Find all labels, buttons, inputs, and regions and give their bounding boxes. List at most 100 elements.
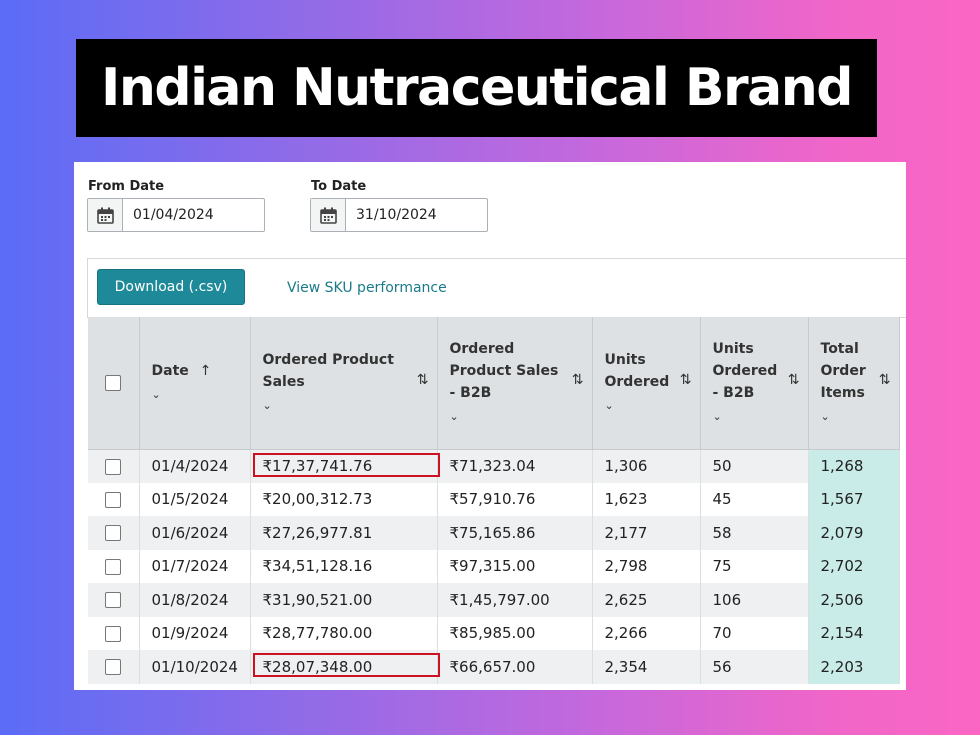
cell-units: 2,798	[592, 549, 701, 583]
report-panel: From Date To Date Download (.csv) View S…	[74, 162, 906, 690]
header-date[interactable]: Date ↑ ⌄	[139, 317, 251, 450]
table-row: 01/4/2024 ₹17,37,741.76 ₹71,323.04 1,306…	[88, 449, 900, 483]
chevron-down-icon[interactable]: ⌄	[151, 387, 161, 401]
select-all-cell	[88, 317, 140, 450]
row-checkbox[interactable]	[105, 525, 122, 542]
cell-units-b2b: 58	[700, 516, 809, 550]
sort-toggle-icon[interactable]: ⇅	[878, 372, 891, 388]
cell-items: 2,506	[808, 583, 900, 617]
sort-asc-icon[interactable]: ↑	[199, 362, 212, 379]
calendar-icon[interactable]	[88, 199, 123, 231]
chevron-down-icon[interactable]: ⌄	[262, 398, 272, 412]
sales-table: Date ↑ ⌄ Ordered Product Sales ⌄ ⇅ Order…	[88, 317, 900, 684]
row-select-cell	[88, 583, 140, 617]
cell-units-b2b: 56	[700, 650, 809, 684]
title-banner: Indian Nutraceutical Brand	[76, 39, 877, 137]
chevron-down-icon[interactable]: ⌄	[449, 409, 459, 423]
header-sales-b2b-label: Ordered Product Sales - B2B	[449, 340, 559, 401]
row-select-cell	[88, 549, 140, 583]
sort-toggle-icon[interactable]: ⇅	[679, 372, 692, 388]
row-checkbox[interactable]	[105, 592, 122, 609]
cell-sales: ₹31,90,521.00	[250, 583, 438, 617]
header-items-label: Total Order Items	[820, 340, 866, 401]
from-date-input[interactable]	[123, 199, 263, 231]
cell-sales: ₹28,07,348.00	[250, 650, 440, 684]
chevron-down-icon[interactable]: ⌄	[820, 409, 830, 423]
header-ordered-product-sales[interactable]: Ordered Product Sales ⌄ ⇅	[250, 317, 438, 450]
sort-toggle-icon[interactable]: ⇅	[571, 372, 584, 388]
to-date-input[interactable]	[346, 199, 486, 231]
cell-date: 01/4/2024	[139, 449, 251, 483]
header-total-order-items[interactable]: Total Order Items ⌄ ⇅	[808, 317, 900, 450]
row-checkbox[interactable]	[105, 659, 122, 676]
row-select-cell	[88, 449, 140, 483]
to-date-label: To Date	[311, 179, 367, 194]
cell-sales-b2b: ₹66,657.00	[437, 650, 593, 684]
cell-units: 1,623	[592, 482, 701, 516]
sort-toggle-icon[interactable]: ⇅	[416, 372, 429, 388]
view-sku-performance-link[interactable]: View SKU performance	[287, 280, 447, 296]
row-select-cell	[88, 516, 140, 550]
row-select-cell	[88, 650, 140, 684]
table-header-row: Date ↑ ⌄ Ordered Product Sales ⌄ ⇅ Order…	[88, 317, 900, 450]
cell-units: 2,177	[592, 516, 701, 550]
select-all-checkbox[interactable]	[105, 374, 122, 391]
row-checkbox[interactable]	[105, 458, 122, 475]
cell-units-b2b: 106	[700, 583, 809, 617]
cell-date: 01/5/2024	[139, 482, 251, 516]
cell-sales: ₹20,00,312.73	[250, 482, 438, 516]
header-units-label: Units Ordered	[604, 351, 670, 390]
chevron-down-icon[interactable]: ⌄	[604, 398, 614, 412]
cell-units: 2,354	[592, 650, 701, 684]
cell-sales-b2b: ₹75,165.86	[437, 516, 593, 550]
row-checkbox[interactable]	[105, 558, 122, 575]
table-row: 01/6/2024 ₹27,26,977.81 ₹75,165.86 2,177…	[88, 516, 900, 550]
download-csv-button[interactable]: Download (.csv)	[97, 269, 245, 305]
cell-sales-value: ₹28,07,348.00	[262, 657, 373, 676]
table-row: 01/9/2024 ₹28,77,780.00 ₹85,985.00 2,266…	[88, 616, 900, 650]
cell-units: 2,266	[592, 616, 701, 650]
table-row: 01/7/2024 ₹34,51,128.16 ₹97,315.00 2,798…	[88, 549, 900, 583]
cell-sales-value: ₹17,37,741.76	[262, 457, 373, 475]
header-date-label: Date	[151, 362, 189, 379]
cell-sales-b2b: ₹97,315.00	[437, 549, 593, 583]
to-date-field[interactable]	[310, 198, 488, 232]
cell-date: 01/10/2024	[139, 650, 251, 684]
row-checkbox[interactable]	[105, 491, 122, 508]
cell-units-b2b: 45	[700, 482, 809, 516]
header-sales-label: Ordered Product Sales	[262, 351, 394, 390]
from-date-field[interactable]	[87, 198, 265, 232]
from-date-label: From Date	[88, 179, 165, 194]
cell-units: 1,306	[592, 449, 701, 483]
cell-sales: ₹27,26,977.81	[250, 516, 438, 550]
row-select-cell	[88, 616, 140, 650]
cell-sales: ₹17,37,741.76	[250, 449, 440, 483]
cell-date: 01/7/2024	[139, 549, 251, 583]
cell-items: 2,702	[808, 549, 900, 583]
cell-items: 2,154	[808, 616, 900, 650]
cell-date: 01/9/2024	[139, 616, 251, 650]
cell-sales-b2b: ₹71,323.04	[437, 449, 593, 483]
header-units-b2b-label: Units Ordered - B2B	[712, 340, 778, 401]
cell-items: 2,203	[808, 650, 900, 684]
cell-sales-b2b: ₹85,985.00	[437, 616, 593, 650]
sort-toggle-icon[interactable]: ⇅	[787, 372, 800, 388]
header-units-ordered[interactable]: Units Ordered ⌄ ⇅	[592, 317, 701, 450]
table-row: 01/8/2024 ₹31,90,521.00 ₹1,45,797.00 2,6…	[88, 583, 900, 617]
cell-items: 2,079	[808, 516, 900, 550]
cell-sales: ₹28,77,780.00	[250, 616, 438, 650]
table-row: 01/5/2024 ₹20,00,312.73 ₹57,910.76 1,623…	[88, 482, 900, 516]
chevron-down-icon[interactable]: ⌄	[712, 409, 722, 423]
cell-date: 01/8/2024	[139, 583, 251, 617]
header-ordered-product-sales-b2b[interactable]: Ordered Product Sales - B2B ⌄ ⇅	[437, 317, 593, 450]
cell-sales-b2b: ₹57,910.76	[437, 482, 593, 516]
row-checkbox[interactable]	[105, 625, 122, 642]
table-row: 01/10/2024 ₹28,07,348.00 ₹66,657.00 2,35…	[88, 650, 900, 684]
banner-title: Indian Nutraceutical Brand	[100, 58, 854, 118]
calendar-icon[interactable]	[311, 199, 346, 231]
cell-items: 1,567	[808, 482, 900, 516]
cell-items: 1,268	[808, 449, 900, 483]
header-units-ordered-b2b[interactable]: Units Ordered - B2B ⌄ ⇅	[700, 317, 809, 450]
cell-units: 2,625	[592, 583, 701, 617]
cell-sales-b2b: ₹1,45,797.00	[437, 583, 593, 617]
